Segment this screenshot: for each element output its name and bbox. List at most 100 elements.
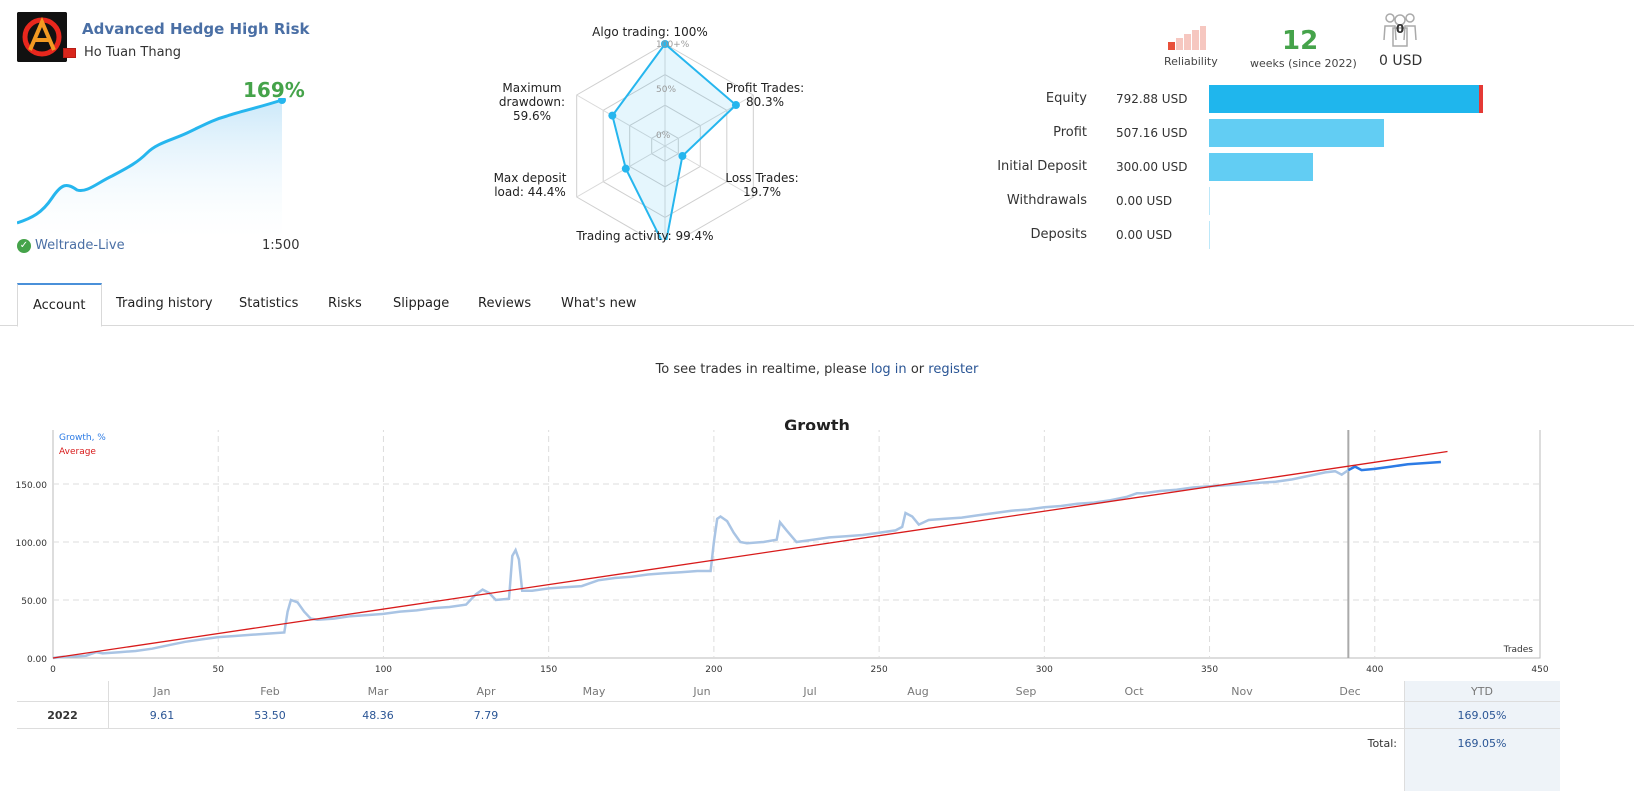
y-tick-label: 200.00 (16, 430, 48, 433)
table-header-month: Jul (803, 685, 817, 698)
x-tick-label: 250 (871, 665, 888, 675)
radar-ring-label-0: 0% (656, 131, 671, 141)
radar-label-activity: Trading activity: 99.4% (576, 229, 714, 243)
radar-point-5 (608, 111, 617, 120)
tab-account[interactable]: Account (17, 283, 102, 327)
growth-sparkline (17, 98, 286, 238)
x-tick-label: 200 (705, 665, 722, 675)
table-cell-month-value: 53.50 (254, 709, 286, 722)
realtime-or: or (910, 362, 925, 377)
subscribers-count: 0 (1395, 22, 1405, 36)
verified-shield-icon: ✓ (17, 238, 31, 253)
login-link[interactable]: log in (870, 362, 907, 377)
table-header-month: May (582, 685, 606, 698)
weeks-count: 12 (1282, 26, 1319, 56)
x-axis-label: Trades (1503, 645, 1534, 655)
broker-link[interactable]: ✓ Weltrade-Live (17, 238, 125, 253)
radar-label-drawdown: Maximum drawdown: 59.6% (498, 81, 566, 123)
stat-bar-3 (1209, 187, 1210, 215)
y-tick-label: 0.00 (27, 655, 47, 665)
y-tick-label: 150.00 (16, 481, 48, 491)
tab-bar (0, 283, 1634, 326)
stat-value-4: 0.00 USD (1116, 228, 1173, 242)
table-row-ytd: 169.05% (1457, 709, 1507, 722)
author-name[interactable]: Ho Tuan Thang (84, 45, 182, 60)
table-header-month: Oct (1124, 685, 1144, 698)
tab-statistics[interactable]: Statistics (239, 296, 299, 311)
ytd-column-divider (1404, 681, 1405, 791)
radar-label-profit: Profit Trades: 80.3% (725, 81, 805, 109)
register-link[interactable]: register (928, 362, 979, 377)
x-tick-label: 100 (375, 665, 392, 675)
reliability-label: Reliability (1164, 55, 1218, 68)
table-header-month: Dec (1339, 685, 1361, 698)
average-line (52, 450, 1448, 659)
realtime-prefix: To see trades in realtime, please (655, 362, 867, 377)
radar-point-1 (731, 101, 740, 110)
tab-trading-history[interactable]: Trading history (116, 296, 213, 311)
stat-label-2: Initial Deposit (997, 159, 1087, 174)
sparkline-endpoint (278, 98, 286, 104)
radar-point-4 (621, 164, 630, 173)
table-header-month: Jan (153, 685, 171, 698)
signal-avatar (17, 12, 67, 62)
tab-risks[interactable]: Risks (328, 296, 362, 311)
table-header-month: Aug (907, 685, 929, 698)
x-tick-label: 150 (540, 665, 557, 675)
table-cell-month-value: 9.61 (149, 709, 175, 722)
radar-area (611, 42, 738, 240)
vietnam-flag-icon (63, 48, 76, 58)
sparkline-area (17, 100, 282, 238)
x-tick-label: 0 (50, 665, 56, 675)
radar-ring-label-50: 50% (656, 85, 676, 95)
realtime-notice: To see trades in realtime, please log in… (0, 362, 1634, 377)
tab-slippage[interactable]: Slippage (393, 296, 450, 311)
subscribers-icon: 0 (1380, 10, 1420, 50)
growth-line-current (1347, 460, 1441, 472)
equity-drawdown-marker (1479, 85, 1483, 113)
table-cell-month-value: 7.79 (473, 709, 499, 722)
table-header-month: Sep (1015, 685, 1037, 698)
radar-spoke-4 (576, 145, 666, 198)
table-header-ytd: YTD (1471, 685, 1493, 698)
plot-area (52, 430, 1541, 659)
radar-label-algo: Algo trading: 100% (592, 25, 708, 39)
stat-value-1: 507.16 USD (1116, 126, 1188, 140)
tab-whats-new[interactable]: What's new (561, 296, 637, 311)
table-header-month: Nov (1231, 685, 1253, 698)
x-tick-label: 300 (1036, 665, 1053, 675)
table-row-divider (17, 728, 1560, 729)
stat-label-3: Withdrawals (1006, 193, 1087, 208)
year-column-divider (108, 681, 109, 729)
radar-point-0 (661, 40, 669, 48)
table-header-divider (17, 701, 1560, 702)
radar-chart: 100+% 50% 0% (576, 40, 754, 240)
x-tick-label: 400 (1366, 665, 1383, 675)
table-header-month: Apr (476, 685, 496, 698)
table-total-label: Total: (1367, 737, 1397, 750)
tab-reviews[interactable]: Reviews (478, 296, 532, 311)
reliability-bars-icon (1168, 26, 1206, 50)
y-tick-label: 100.00 (16, 539, 48, 549)
monthly-returns-table: Jan Feb Mar Apr May Jun Jul Aug Sep Oct Nov Dec YTD 2… (17, 681, 1621, 792)
stat-value-0: 792.88 USD (1116, 92, 1188, 106)
x-tick-label: 350 (1201, 665, 1218, 675)
table-header-month: Feb (260, 685, 280, 698)
table-row-year: 2022 (47, 709, 78, 722)
ytd-column-bg (1404, 681, 1560, 791)
x-tick-label: 50 (212, 665, 224, 675)
leverage: 1:500 (262, 238, 300, 253)
sparkline-line (17, 98, 283, 225)
radar-spoke-5 (576, 94, 666, 147)
radar-label-deposit-load: Max deposit load: 44.4% (493, 171, 567, 199)
table-total-value: 169.05% (1457, 737, 1507, 750)
weeks-label: weeks (since 2022) (1250, 57, 1357, 70)
radar-point-2 (678, 152, 687, 161)
stat-label-1: Profit (1053, 125, 1087, 140)
signal-title[interactable]: Advanced Hedge High Risk (82, 20, 310, 38)
radar-label-loss: Loss Trades: 19.7% (725, 171, 799, 199)
legend-average: Average (59, 447, 96, 457)
subscribers-funds: 0 USD (1379, 53, 1423, 69)
radar-ring-label-100: 100+% (656, 40, 690, 50)
stat-label-0: Equity (1045, 91, 1087, 106)
